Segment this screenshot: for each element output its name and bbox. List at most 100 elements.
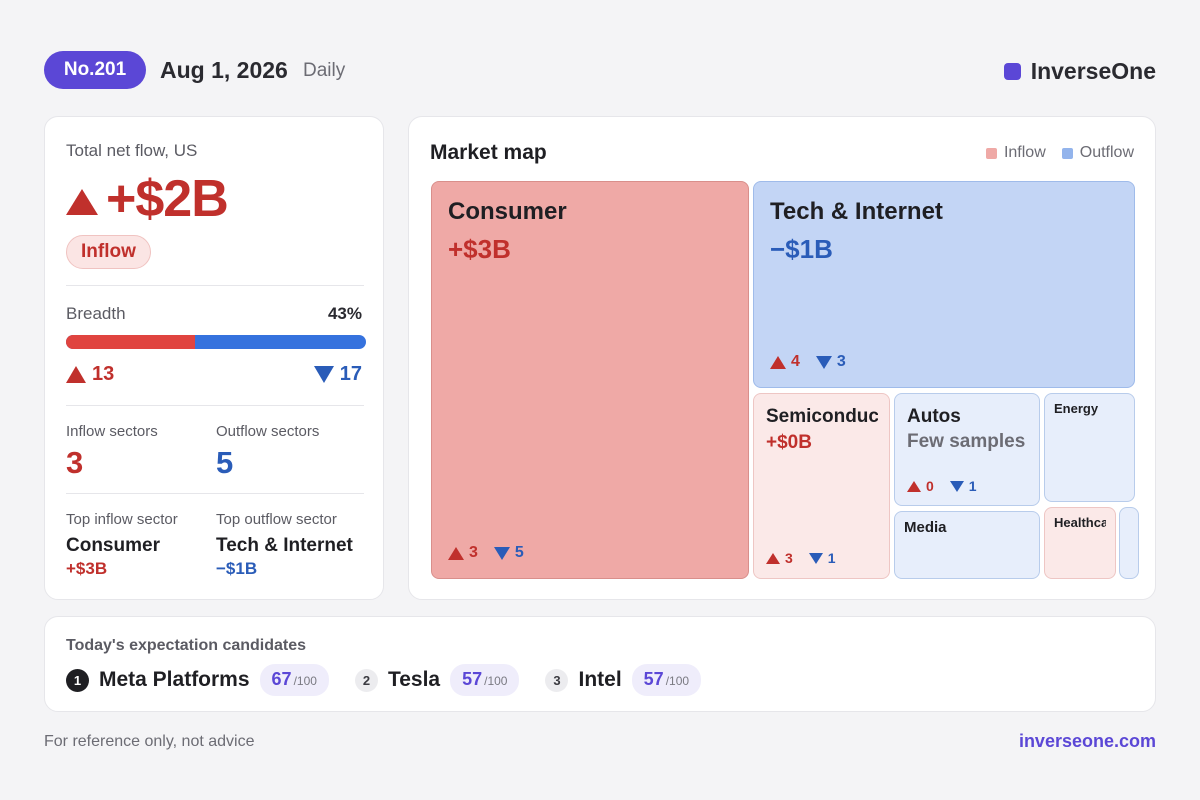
candidate-item[interactable]: 1 Meta Platforms 67 /100 [66, 664, 329, 696]
score-max: /100 [293, 674, 317, 688]
candidates-title: Today's expectation candidates [66, 637, 307, 654]
tile-autos-down: 1 [968, 478, 977, 494]
score-max: /100 [484, 674, 508, 688]
tile-consumer-value: +$3B [448, 234, 511, 264]
advancers-value: 13 [92, 363, 115, 385]
score-badge: 67 /100 [259, 664, 329, 696]
tile-tech-internet[interactable]: Tech & Internet −$1B 4 3 [753, 181, 1135, 388]
inflow-swatch [985, 147, 997, 159]
legend-outflow: Outflow [1061, 144, 1134, 162]
tile-consumer-down: 5 [514, 544, 524, 561]
tile-tech-up: 4 [791, 353, 800, 370]
tile-semiconductors[interactable]: Semiconduc +$0B 3 1 [753, 393, 890, 579]
market-map-card: Market map Inflow Outflow Consumer +$3B … [408, 116, 1156, 600]
up-arrow-icon [448, 546, 464, 560]
advancers-count: 13 [66, 363, 114, 386]
tile-semi-down: 1 [827, 550, 836, 566]
tile-consumer-name: Consumer [448, 198, 567, 225]
website-link[interactable]: inverseone.com [1018, 731, 1156, 751]
down-arrow-icon [493, 546, 510, 560]
report-frequency: Daily [303, 60, 346, 81]
candidate-item[interactable]: 3 Intel 57 /100 [545, 664, 702, 696]
tile-healthcare[interactable]: Healthca [1044, 507, 1116, 579]
breadth-bar-fill [66, 335, 195, 349]
legend: Inflow Outflow [985, 144, 1134, 162]
tile-semi-counts: 3 1 [766, 550, 836, 566]
top-inflow-label: Top inflow sector [66, 511, 178, 528]
top-inflow-value: +$3B [66, 559, 108, 578]
tile-healthcare-name: Healthca [1054, 515, 1106, 530]
breadth-bar [66, 335, 366, 349]
brand: InverseOne [1003, 58, 1156, 85]
score-badge: 57 /100 [631, 664, 702, 696]
candidate-item[interactable]: 2 Tesla 57 /100 [354, 664, 520, 696]
down-arrow-icon [949, 480, 964, 492]
tile-tech-counts: 4 3 [770, 353, 846, 371]
tile-autos-name: Autos [907, 406, 961, 427]
brand-logo-icon [1003, 63, 1021, 80]
divider [66, 285, 364, 286]
rank-badge: 3 [545, 668, 569, 692]
tile-media-name: Media [904, 519, 947, 536]
legend-inflow-label: Inflow [1003, 144, 1046, 161]
disclaimer: For reference only, not advice [44, 733, 255, 750]
net-flow-row: +$2B [66, 169, 229, 229]
tile-energy[interactable]: Energy [1044, 393, 1135, 502]
tile-tech-value: −$1B [770, 234, 833, 264]
candidates-card: Today's expectation candidates 1 Meta Pl… [44, 616, 1156, 712]
inflow-sectors-count: 3 [66, 445, 84, 480]
tile-consumer-up: 3 [469, 544, 478, 561]
tile-semi-value: +$0B [766, 432, 812, 453]
outflow-swatch [1061, 147, 1073, 159]
tile-autos-counts: 0 1 [907, 478, 977, 494]
up-arrow-icon [766, 552, 780, 564]
tile-semi-up: 3 [785, 550, 793, 566]
net-flow-label: Total net flow, US [66, 141, 198, 160]
net-flow-value: +$2B [106, 170, 229, 228]
divider [66, 405, 364, 406]
tile-tech-down: 3 [836, 353, 846, 370]
brand-name: InverseOne [1030, 58, 1156, 84]
tile-small-outflow[interactable] [1119, 507, 1139, 579]
candidate-score: 57 [643, 669, 664, 689]
tile-consumer-counts: 3 5 [448, 544, 524, 562]
tile-autos-up: 0 [926, 478, 934, 494]
legend-outflow-label: Outflow [1079, 144, 1134, 161]
report-date: Aug 1, 2026 [160, 57, 288, 83]
legend-inflow: Inflow [985, 144, 1046, 162]
up-arrow-icon [770, 355, 786, 369]
top-outflow-sector: Tech & Internet [216, 535, 353, 556]
up-arrow-icon [907, 480, 921, 492]
tile-autos-note: Few samples [907, 431, 1026, 452]
inflow-sectors-label: Inflow sectors [66, 423, 158, 440]
top-outflow-label: Top outflow sector [216, 511, 337, 528]
breadth-percent: 43% [327, 304, 362, 323]
tile-tech-name: Tech & Internet [770, 198, 943, 225]
candidate-name: Tesla [387, 668, 441, 691]
rank-badge: 1 [66, 668, 89, 692]
divider [66, 493, 364, 494]
candidate-name: Meta Platforms [99, 668, 250, 691]
rank-badge: 2 [354, 668, 378, 692]
market-map-title: Market map [430, 141, 547, 164]
score-badge: 57 /100 [450, 664, 520, 696]
outflow-sectors-label: Outflow sectors [216, 423, 320, 440]
down-arrow-icon [808, 552, 823, 564]
header: No.201 Aug 1, 2026 Daily InverseOne [44, 51, 1156, 91]
flow-direction-badge: Inflow [66, 235, 151, 269]
issue-badge: No.201 [44, 51, 146, 89]
net-flow-card: Total net flow, US +$2B Inflow Breadth 4… [44, 116, 384, 600]
down-arrow-icon [815, 355, 832, 369]
tile-semi-name: Semiconduc [766, 406, 878, 427]
tile-media[interactable]: Media [894, 511, 1040, 579]
decliners-count: 17 [313, 363, 362, 386]
top-outflow-value: −$1B [216, 559, 258, 578]
up-arrow-icon [66, 366, 86, 383]
candidate-score: 67 [271, 669, 292, 689]
candidate-score: 57 [462, 669, 483, 689]
tile-consumer[interactable]: Consumer +$3B 3 5 [431, 181, 749, 579]
top-inflow-sector: Consumer [66, 535, 160, 556]
tile-autos[interactable]: Autos Few samples 0 1 [894, 393, 1040, 506]
up-arrow-icon [66, 189, 98, 215]
decliners-value: 17 [339, 363, 362, 385]
